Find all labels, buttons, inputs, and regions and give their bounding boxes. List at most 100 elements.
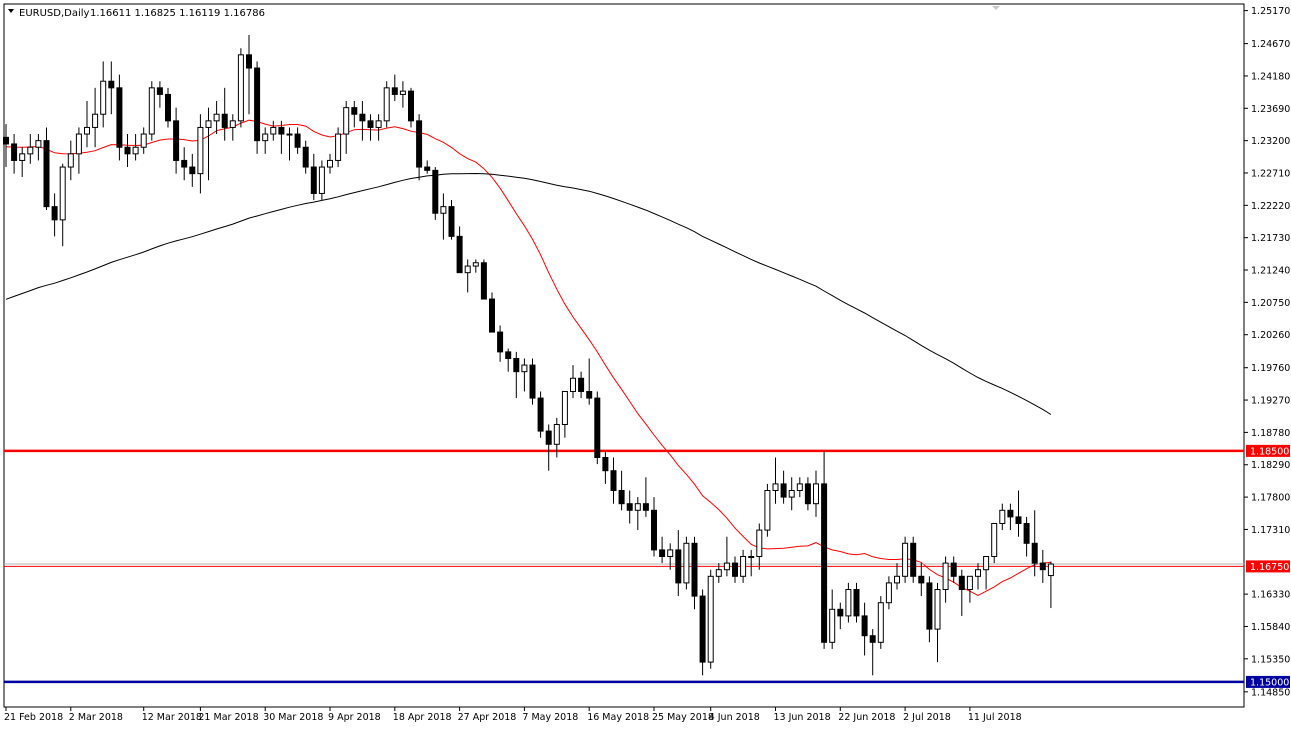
candle-bull[interactable] — [561, 390, 568, 425]
candle-bear[interactable] — [610, 470, 617, 491]
candle-bull[interactable] — [894, 575, 900, 584]
candle-bull[interactable] — [92, 113, 99, 128]
candle-bear[interactable] — [626, 503, 633, 511]
candle-bull[interactable] — [942, 562, 949, 591]
candle-bear[interactable] — [424, 166, 431, 171]
candle-bear[interactable] — [391, 87, 398, 95]
candle-bear[interactable] — [173, 120, 180, 161]
candle-bear[interactable] — [367, 120, 374, 128]
candle-bull[interactable] — [318, 166, 325, 194]
candle-bear[interactable] — [853, 589, 860, 617]
candle-bear[interactable] — [594, 397, 601, 458]
candle-bear[interactable] — [221, 113, 228, 128]
candle-bear[interactable] — [480, 262, 487, 300]
candle-bear[interactable] — [804, 483, 811, 505]
candle-bear[interactable] — [926, 582, 933, 630]
candle-bear[interactable] — [602, 456, 609, 472]
candle-bear[interactable] — [1023, 522, 1030, 544]
candle-bull[interactable] — [902, 542, 909, 577]
candle-bear[interactable] — [254, 67, 261, 142]
candle-bear[interactable] — [505, 351, 512, 359]
candle-bear[interactable] — [618, 489, 625, 505]
candle-bull[interactable] — [788, 489, 795, 498]
candle-bear[interactable] — [545, 430, 552, 445]
candle-bear[interactable] — [861, 615, 868, 637]
candle-bear[interactable] — [1007, 509, 1014, 518]
candle-bear[interactable] — [586, 390, 593, 399]
candle-bull[interactable] — [343, 107, 350, 135]
candle-bear[interactable] — [181, 159, 188, 168]
candle-bull[interactable] — [667, 549, 674, 557]
candle-bear[interactable] — [691, 542, 698, 597]
candle-bear[interactable] — [869, 635, 876, 643]
candle-bear[interactable] — [3, 136, 9, 145]
candle-bull[interactable] — [327, 159, 333, 168]
candle-bull[interactable] — [286, 133, 293, 136]
candle-bull[interactable] — [27, 146, 34, 155]
candle-bear[interactable] — [108, 80, 115, 89]
candle-bear[interactable] — [918, 575, 925, 584]
candle-bear[interactable] — [537, 397, 544, 432]
candle-bull[interactable] — [375, 120, 382, 128]
candle-bear[interactable] — [116, 87, 123, 148]
candle-bull[interactable] — [845, 589, 852, 617]
candle-bear[interactable] — [1039, 562, 1046, 571]
candle-bull[interactable] — [205, 120, 212, 128]
candle-bull[interactable] — [100, 80, 107, 115]
candle-bull[interactable] — [764, 489, 771, 531]
candle-bear[interactable] — [958, 575, 965, 591]
candle-bull[interactable] — [683, 542, 690, 584]
candle-bear[interactable] — [489, 298, 495, 333]
candle-bull[interactable] — [740, 555, 747, 577]
horizontal-lines[interactable] — [4, 449, 1244, 684]
candle-bull[interactable] — [132, 146, 139, 155]
candle-bull[interactable] — [19, 153, 26, 161]
candle-bear[interactable] — [780, 483, 787, 498]
candle-bull[interactable] — [707, 575, 714, 663]
plot-area[interactable] — [3, 3, 1245, 708]
candle-bear[interactable] — [950, 562, 957, 577]
candle-bear[interactable] — [51, 206, 58, 221]
candle-bear[interactable] — [578, 377, 585, 392]
candle-bull[interactable] — [197, 126, 204, 175]
candle-bull[interactable] — [213, 113, 220, 122]
candle-bull[interactable] — [748, 555, 755, 558]
candle-bear[interactable] — [497, 331, 504, 353]
candle-bull[interactable] — [756, 529, 763, 557]
candle-bull[interactable] — [1047, 563, 1054, 577]
candle-bull[interactable] — [35, 140, 42, 148]
candle-bull[interactable] — [262, 133, 269, 142]
candle-bear[interactable] — [448, 206, 455, 237]
candle-bear[interactable] — [837, 608, 844, 617]
candle-bull[interactable] — [796, 483, 803, 491]
collapse-triangle-icon[interactable] — [8, 9, 14, 13]
candle-bull[interactable] — [723, 562, 730, 571]
candle-bear[interactable] — [675, 549, 682, 584]
candle-bear[interactable] — [278, 126, 285, 135]
candle-bear[interactable] — [642, 503, 649, 511]
candle-bear[interactable] — [294, 133, 301, 148]
candle-bear[interactable] — [513, 357, 520, 373]
candle-bull[interactable] — [934, 589, 941, 630]
candle-bull[interactable] — [140, 133, 147, 148]
candle-bear[interactable] — [124, 146, 131, 155]
candle-bear[interactable] — [408, 90, 414, 122]
candle-bull[interactable] — [521, 364, 528, 373]
candle-bear[interactable] — [821, 483, 828, 643]
candle-bull[interactable] — [999, 509, 1006, 524]
candle-bull[interactable] — [399, 90, 406, 95]
candle-bear[interactable] — [529, 364, 536, 399]
candle-bear[interactable] — [11, 143, 18, 161]
candle-bear[interactable] — [651, 509, 657, 551]
candle-bull[interactable] — [237, 54, 244, 122]
candle-bull[interactable] — [975, 569, 981, 577]
candle-bull[interactable] — [570, 377, 576, 392]
candle-bull[interactable] — [383, 87, 390, 122]
candle-bear[interactable] — [416, 120, 423, 168]
candle-bull[interactable] — [829, 608, 836, 643]
candle-bear[interactable] — [699, 595, 706, 663]
candle-bull[interactable] — [553, 423, 560, 445]
candle-bear[interactable] — [1015, 516, 1022, 524]
candle-bull[interactable] — [440, 206, 447, 214]
